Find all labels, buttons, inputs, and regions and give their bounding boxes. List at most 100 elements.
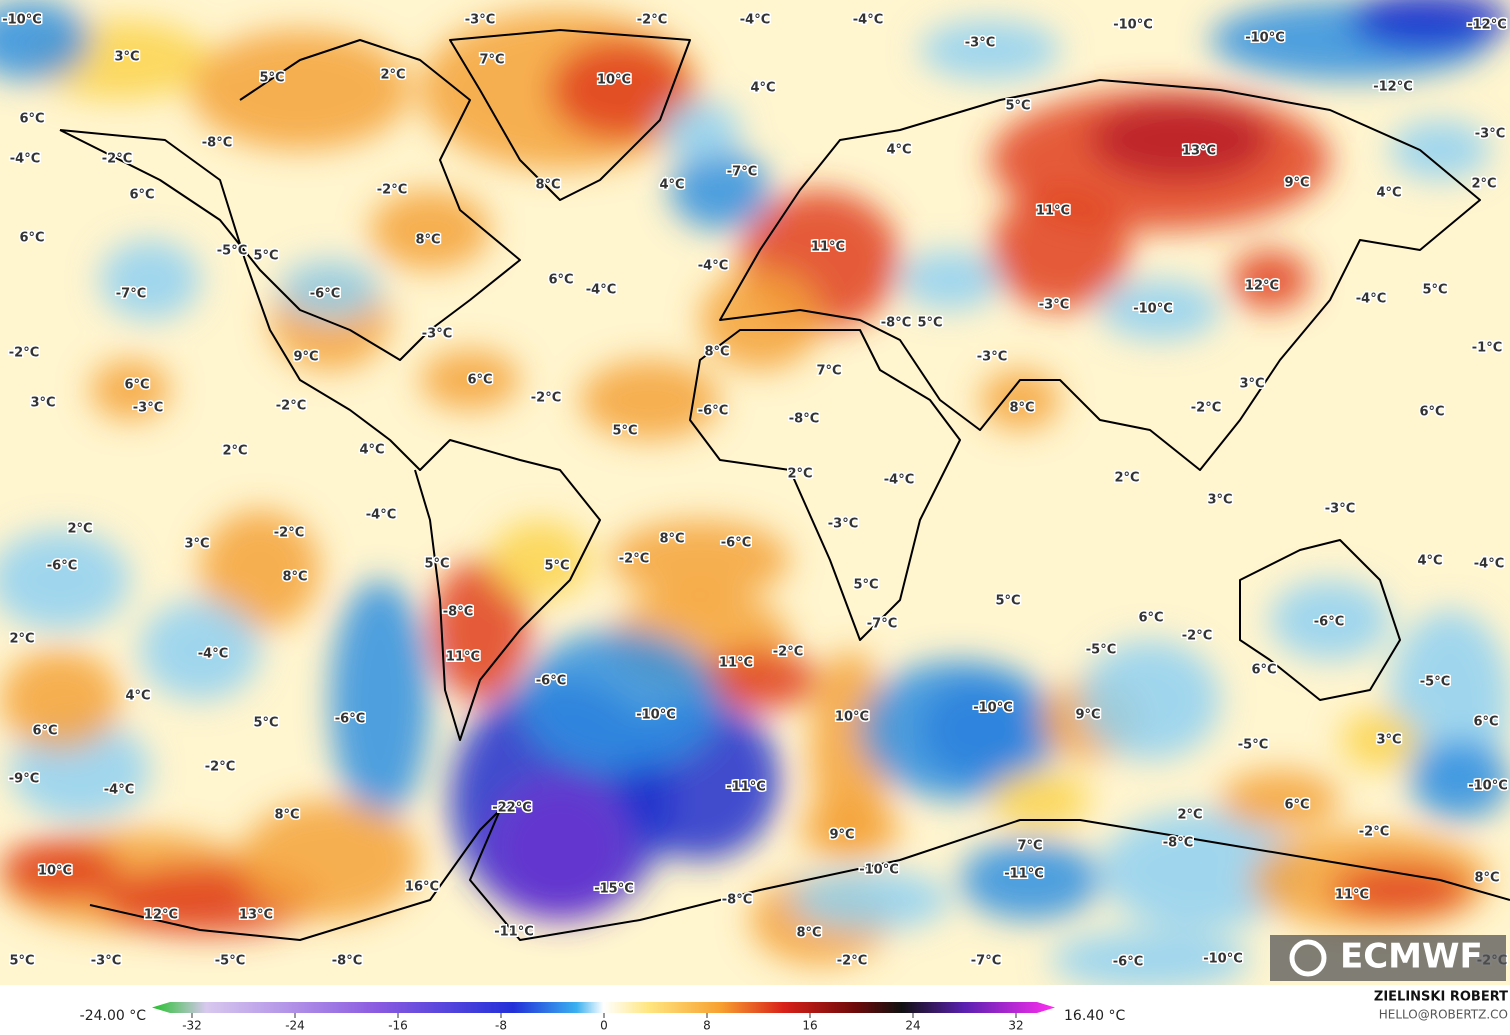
temperature-label: 13°C — [239, 908, 273, 923]
temperature-label: 6°C — [19, 231, 44, 246]
temperature-label: 7°C — [479, 53, 504, 68]
temperature-label: -2°C — [1182, 629, 1212, 644]
temperature-label: -2°C — [637, 13, 667, 28]
temperature-label: -8°C — [789, 412, 819, 427]
temperature-label: -6°C — [335, 712, 365, 727]
temperature-label: 8°C — [1009, 401, 1034, 416]
field-blob — [800, 800, 900, 860]
field-blob — [90, 360, 170, 420]
temperature-label: 2°C — [222, 444, 247, 459]
temperature-label: -8°C — [881, 316, 911, 331]
temperature-label: 3°C — [30, 396, 55, 411]
temperature-label: -4°C — [698, 259, 728, 274]
temperature-label: -7°C — [971, 954, 1001, 969]
field-blob — [1390, 120, 1490, 180]
temperature-label: 8°C — [704, 345, 729, 360]
field-blob — [790, 870, 950, 930]
field-blob — [1270, 580, 1390, 660]
temperature-label: 5°C — [544, 559, 569, 574]
temperature-label: -5°C — [215, 954, 245, 969]
temperature-label: 2°C — [1177, 808, 1202, 823]
field-blob — [0, 0, 90, 80]
temperature-label: -2°C — [102, 152, 132, 167]
temperature-label: 11°C — [1036, 204, 1070, 219]
temperature-label: -6°C — [536, 674, 566, 689]
temperature-label: -10°C — [1468, 779, 1508, 794]
temperature-label: 5°C — [1005, 99, 1030, 114]
temperature-label: 5°C — [424, 557, 449, 572]
temperature-label: -2°C — [531, 391, 561, 406]
temperature-label: -7°C — [727, 165, 757, 180]
temperature-label: -6°C — [1113, 955, 1143, 970]
temperature-label: -5°C — [1086, 643, 1116, 658]
temperature-label: -1°C — [1472, 341, 1502, 356]
field-blob — [140, 600, 260, 700]
temperature-label: 8°C — [1474, 871, 1499, 886]
temperature-label: -6°C — [310, 287, 340, 302]
colorbar-tick-label: -32 — [182, 1019, 202, 1033]
map-labels: -10°C -3°C -2°C -4°C -4°C -10°C -10°C -12°C -3°C… — [1, 11, 1510, 971]
temperature-label: -2°C — [274, 526, 304, 541]
field-blob — [370, 190, 490, 270]
temperature-label: -4°C — [853, 13, 883, 28]
colorbar-tick-label: 32 — [1008, 1019, 1023, 1033]
temperature-label: -4°C — [740, 13, 770, 28]
field-blob — [1050, 930, 1250, 985]
colorbar-tick-label: -24 — [285, 1019, 305, 1033]
temperature-label: -2°C — [276, 399, 306, 414]
temperature-label: -5°C — [217, 244, 247, 259]
temperature-label: -8°C — [202, 136, 232, 151]
field-blob — [700, 270, 820, 370]
field-blob — [550, 40, 690, 140]
field-blob — [1100, 810, 1300, 930]
field-blob — [660, 100, 740, 160]
temperature-label: -10°C — [1133, 302, 1173, 317]
temperature-label: -10°C — [1113, 18, 1153, 33]
temperature-label: -11°C — [726, 780, 766, 795]
temperature-label: 2°C — [787, 467, 812, 482]
temperature-label: -2°C — [619, 552, 649, 567]
temperature-label: 8°C — [274, 808, 299, 823]
temperature-label: 4°C — [886, 143, 911, 158]
temperature-label: -10°C — [636, 708, 676, 723]
field-blob — [240, 800, 420, 920]
temperature-label: -6°C — [1314, 615, 1344, 630]
americas-coast — [59, 129, 601, 741]
temperature-label: 5°C — [995, 594, 1020, 609]
temperature-label: 6°C — [124, 378, 149, 393]
temperature-label: 7°C — [816, 364, 841, 379]
temperature-label: -10°C — [2, 13, 42, 28]
field-blob — [100, 240, 200, 320]
temperature-label: 5°C — [253, 249, 278, 264]
temperature-label: -3°C — [422, 327, 452, 342]
temperature-label: -2°C — [773, 645, 803, 660]
temperature-label: 2°C — [67, 522, 92, 537]
field-blob — [990, 770, 1090, 830]
temperature-label: 3°C — [1376, 733, 1401, 748]
temperature-label: -11°C — [1004, 867, 1044, 882]
temperature-field — [0, 0, 1510, 985]
temperature-label: 9°C — [293, 350, 318, 365]
temperature-label: 16°C — [405, 880, 439, 895]
field-blob — [490, 520, 590, 600]
temperature-label: 6°C — [1251, 663, 1276, 678]
temperature-label: -2°C — [205, 760, 235, 775]
temperature-label: 4°C — [750, 81, 775, 96]
temperature-label: 8°C — [796, 926, 821, 941]
field-blob — [1350, 0, 1510, 50]
temperature-label: 5°C — [9, 954, 34, 969]
eurasia-coast — [719, 79, 1481, 471]
temperature-label: -8°C — [722, 893, 752, 908]
temperature-label: 8°C — [282, 570, 307, 585]
field-blob — [0, 530, 130, 630]
temperature-label: 3°C — [1207, 493, 1232, 508]
field-blob — [520, 630, 720, 770]
temperature-label: -8°C — [1163, 836, 1193, 851]
field-blob — [1220, 770, 1340, 830]
africa-coast — [689, 329, 961, 641]
temperature-label: 6°C — [1473, 715, 1498, 730]
temperature-label: -6°C — [47, 559, 77, 574]
temperature-label: 4°C — [1417, 554, 1442, 569]
temperature-label: 10°C — [38, 864, 72, 879]
